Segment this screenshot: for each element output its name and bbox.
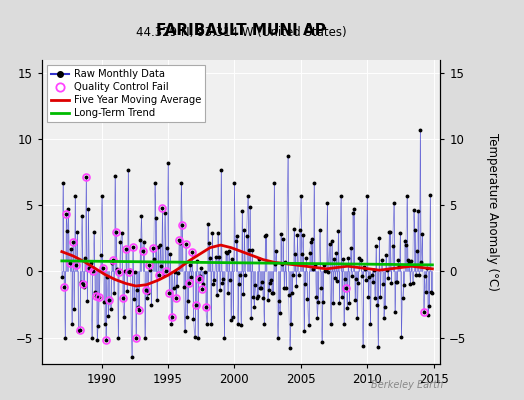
Title: FARIBAULT MUNI AP: FARIBAULT MUNI AP bbox=[156, 23, 326, 38]
Legend: Raw Monthly Data, Quality Control Fail, Five Year Moving Average, Long-Term Tren: Raw Monthly Data, Quality Control Fail, … bbox=[47, 65, 205, 122]
Text: 44.329 N, 93.314 W (United States): 44.329 N, 93.314 W (United States) bbox=[136, 26, 346, 39]
Y-axis label: Temperature Anomaly (°C): Temperature Anomaly (°C) bbox=[486, 133, 499, 291]
Text: Berkeley Earth: Berkeley Earth bbox=[370, 380, 443, 390]
